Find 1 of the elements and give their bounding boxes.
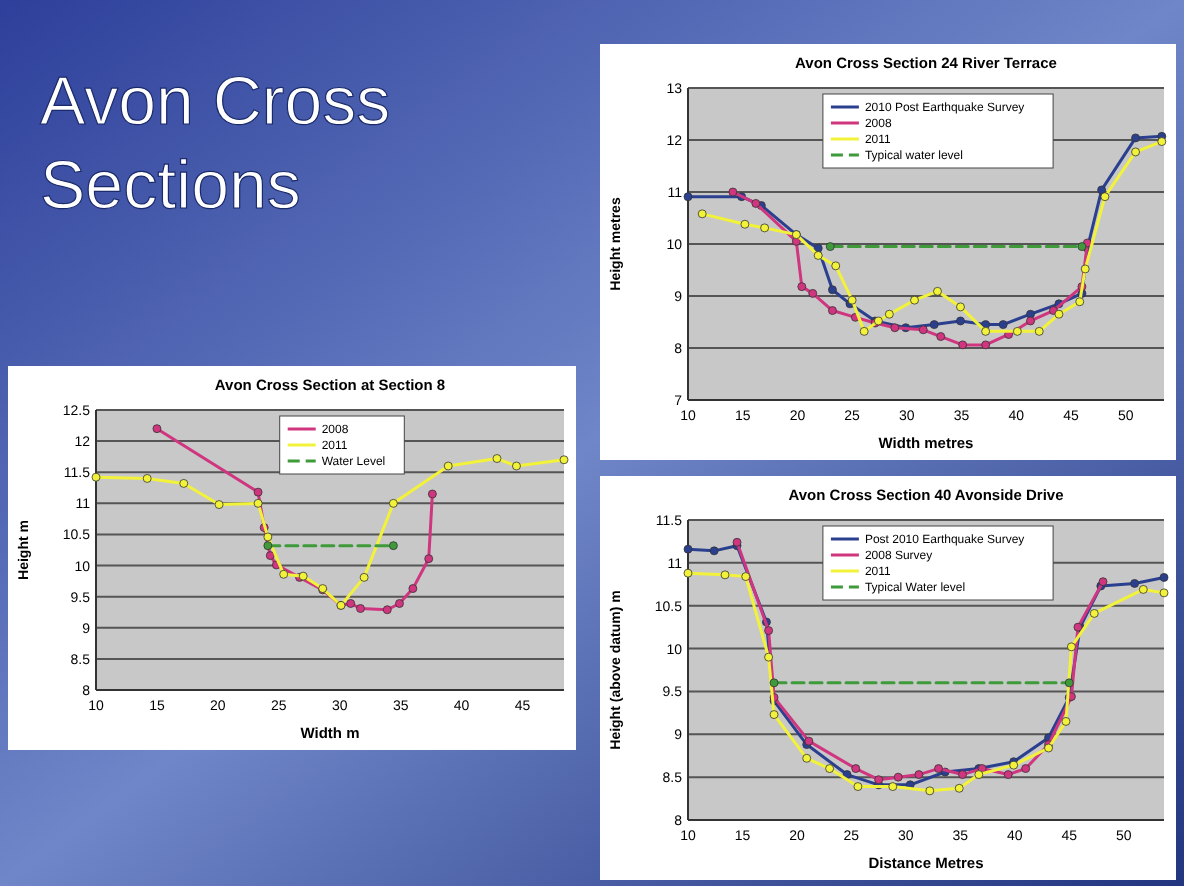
text: Avon Cross Sections	[40, 64, 391, 224]
